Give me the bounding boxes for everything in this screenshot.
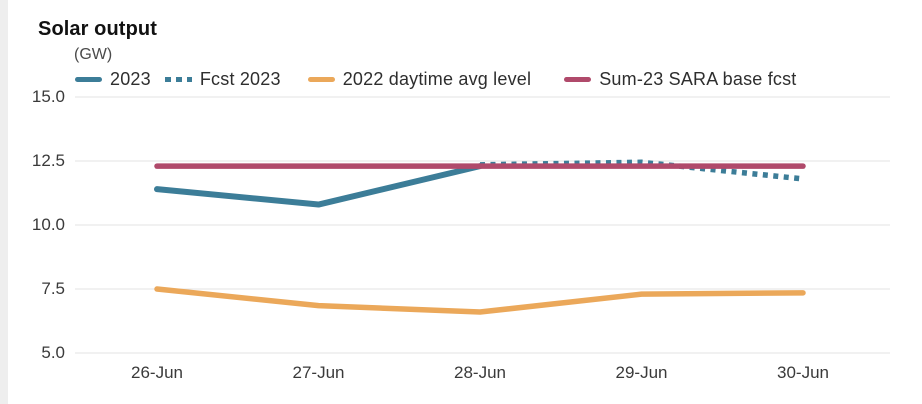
legend-swatch-fcst-2023 — [164, 77, 192, 82]
x-axis-tick-label: 29-Jun — [615, 363, 668, 382]
legend: 2023 Fcst 2023 2022 daytime avg level Su… — [75, 69, 797, 90]
chart-units-label: (GW) — [74, 46, 113, 63]
y-axis-tick-label: 7.5 — [41, 279, 65, 298]
y-axis-tick-label: 10.0 — [31, 215, 65, 234]
y-axis-tick-label: 12.5 — [31, 151, 65, 170]
series-line-2023 — [154, 163, 483, 208]
y-axis-tick-label: 5.0 — [41, 343, 65, 362]
legend-label-sara-base-fcst: Sum-23 SARA base fcst — [599, 69, 797, 89]
chart-title: Solar output — [38, 18, 157, 40]
x-axis-tick-label: 30-Jun — [777, 363, 829, 382]
legend-swatch-2022-daytime-avg — [307, 77, 335, 82]
x-axis-tick-label: 28-Jun — [454, 363, 506, 382]
legend-item-2022-daytime-avg: 2022 daytime avg level — [307, 69, 532, 90]
series-line-2022-daytime-avg-level — [154, 286, 806, 315]
legend-label-2023: 2023 — [110, 69, 151, 89]
legend-swatch-2023 — [75, 77, 102, 82]
left-edge-strip — [0, 0, 8, 404]
legend-item-2023: 2023 — [75, 69, 151, 90]
legend-item-sara-base-fcst: Sum-23 SARA base fcst — [564, 69, 796, 90]
y-axis-tick-label: 15.0 — [31, 87, 65, 106]
x-axis-tick-label: 27-Jun — [292, 363, 345, 382]
legend-swatch-sara-base-fcst — [564, 77, 592, 82]
legend-label-2022-daytime-avg: 2022 daytime avg level — [342, 69, 532, 89]
x-axis-tick-label: 26-Jun — [131, 363, 183, 382]
legend-item-fcst-2023: Fcst 2023 — [164, 69, 281, 90]
legend-label-fcst-2023: Fcst 2023 — [199, 69, 281, 89]
